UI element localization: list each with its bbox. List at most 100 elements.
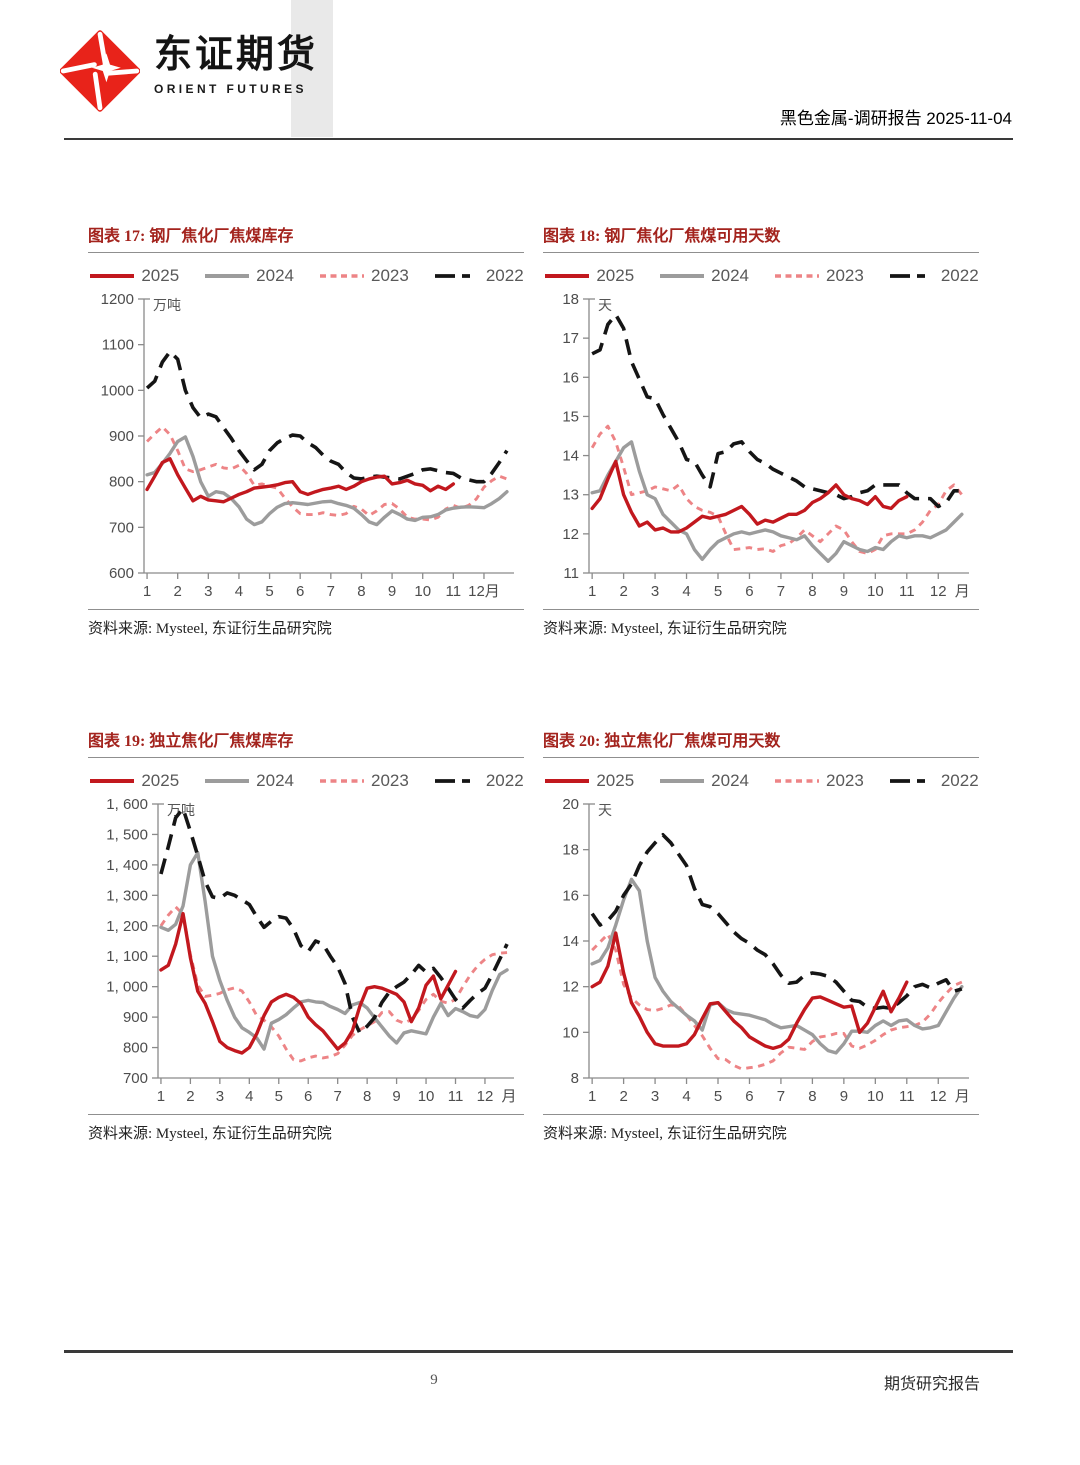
legend-item-2024: 2024 <box>658 771 749 791</box>
legend-item-2023: 2023 <box>773 266 864 286</box>
axis-unit-label: 天 <box>598 804 612 819</box>
y-tick-labels: 11 12 13 14 15 16 17 18 <box>562 291 579 582</box>
chart-title: 图表 20: 独立焦化厂焦煤可用天数 <box>543 727 979 758</box>
chart-canvas: 600 700 800 900 1000 1100 1200 1 2 3 4 5 6 7 8 9 10 11 12月… <box>101 291 514 600</box>
svg-text:11: 11 <box>448 1088 464 1105</box>
svg-text:1000: 1000 <box>101 382 134 399</box>
series-line-2022 <box>145 349 509 484</box>
series-line-2022 <box>590 833 963 1011</box>
svg-text:700: 700 <box>123 1070 148 1087</box>
svg-text:800: 800 <box>123 1040 148 1057</box>
chart-plot: 8 10 12 14 16 18 20 1 2 3 4 5 6 7 8 9 10 11 12 月天 <box>543 794 979 1112</box>
legend-item-2022: 2022 <box>888 266 979 286</box>
svg-text:10: 10 <box>418 1088 435 1105</box>
svg-text:12: 12 <box>562 979 579 996</box>
legend-item-2023: 2023 <box>773 771 864 791</box>
svg-text:6: 6 <box>304 1088 312 1105</box>
svg-text:6: 6 <box>745 583 753 600</box>
svg-text:900: 900 <box>123 1009 148 1026</box>
series-line-2023 <box>159 905 508 1063</box>
x-axis <box>144 572 514 579</box>
legend-label-2025: 2025 <box>141 771 180 790</box>
svg-text:9: 9 <box>840 583 848 600</box>
svg-text:月: 月 <box>501 1088 516 1105</box>
series-line-2023 <box>590 424 963 555</box>
series-line-2024 <box>590 440 964 563</box>
svg-text:9: 9 <box>392 1088 400 1105</box>
legend-item-2024: 2024 <box>203 266 294 286</box>
svg-text:1, 500: 1, 500 <box>106 826 148 843</box>
series-line-2025 <box>590 931 909 1051</box>
axis-unit-label: 万吨 <box>167 803 195 819</box>
y-axis <box>583 803 595 1079</box>
svg-text:3: 3 <box>216 1088 224 1105</box>
legend-swatch-2024 <box>660 274 705 278</box>
svg-text:月: 月 <box>955 1088 970 1105</box>
chart-legend: 2025 2024 2023 2022 <box>88 263 524 289</box>
svg-text:16: 16 <box>562 369 579 386</box>
svg-text:2: 2 <box>186 1088 194 1105</box>
chart-legend: 2025 2024 2023 2022 <box>88 768 524 794</box>
chart-plot: 700 800 900 1, 000 1, 100 1, 200 1, 300 1, 400 1… <box>88 794 524 1112</box>
chart-legend: 2025 2024 2023 2022 <box>543 768 979 794</box>
series-line-2025 <box>159 911 458 1055</box>
legend-label-2024: 2024 <box>711 771 749 790</box>
svg-text:1, 600: 1, 600 <box>106 796 148 813</box>
legend-label-2022: 2022 <box>940 266 979 285</box>
svg-text:12: 12 <box>477 1088 494 1105</box>
svg-text:12月: 12月 <box>468 583 500 600</box>
figure-19: 图表 19: 独立焦化厂焦煤库存 2025 2024 2023 2022 700 800… <box>88 727 524 1143</box>
svg-text:700: 700 <box>109 519 134 536</box>
svg-text:7: 7 <box>327 583 335 600</box>
series-line-2025 <box>590 459 909 534</box>
figure-18: 图表 18: 钢厂焦化厂焦煤可用天数 2025 2024 2023 2022 11 12… <box>543 222 979 638</box>
legend-item-2023: 2023 <box>318 266 409 286</box>
legend-label-2024: 2024 <box>256 266 294 285</box>
x-axis <box>589 572 969 579</box>
chart-title: 图表 19: 独立焦化厂焦煤库存 <box>88 727 524 758</box>
footer-report-label: 期货研究报告 <box>883 1376 980 1393</box>
svg-text:1: 1 <box>143 583 151 600</box>
chart-source: 资料来源: Mysteel, 东证衍生品研究院 <box>543 1114 979 1143</box>
svg-text:600: 600 <box>109 565 134 582</box>
svg-text:1: 1 <box>157 1088 165 1105</box>
logo-text: 东证期货 ORIENT FUTURES <box>154 26 318 96</box>
svg-text:8: 8 <box>363 1088 371 1105</box>
svg-text:5: 5 <box>714 583 722 600</box>
svg-text:3: 3 <box>204 583 212 600</box>
svg-text:5: 5 <box>714 1088 722 1105</box>
svg-text:12: 12 <box>930 1088 947 1105</box>
svg-text:10: 10 <box>867 583 884 600</box>
svg-text:5: 5 <box>275 1088 283 1105</box>
svg-text:7: 7 <box>334 1088 342 1105</box>
svg-text:3: 3 <box>651 1088 659 1105</box>
legend-swatch-2022 <box>889 779 934 783</box>
svg-text:6: 6 <box>745 1088 753 1105</box>
y-axis <box>152 803 164 1079</box>
svg-text:10: 10 <box>562 1024 579 1041</box>
chart-plot: 600 700 800 900 1000 1100 1200 1 2 3 4 5 6 7 8 9 10 11 12月… <box>88 289 524 607</box>
footer-divider <box>64 1350 1013 1353</box>
legend-item-2022: 2022 <box>433 266 524 286</box>
svg-text:3: 3 <box>651 583 659 600</box>
svg-text:1, 100: 1, 100 <box>106 948 148 965</box>
legend-item-2024: 2024 <box>203 771 294 791</box>
header-divider <box>64 138 1013 140</box>
y-tick-labels: 600 700 800 900 1000 1100 1200 <box>101 291 134 582</box>
y-tick-labels: 700 800 900 1, 000 1, 100 1, 200 1, 300 1, 400 1… <box>106 796 148 1087</box>
svg-text:4: 4 <box>682 583 690 600</box>
legend-swatch-2025 <box>545 274 590 278</box>
svg-text:16: 16 <box>562 887 579 904</box>
svg-text:5: 5 <box>265 583 273 600</box>
legend-swatch-2024 <box>660 779 705 783</box>
svg-text:17: 17 <box>562 330 579 347</box>
orient-futures-logo: 东证期货 ORIENT FUTURES <box>60 26 318 116</box>
svg-text:18: 18 <box>562 842 579 859</box>
svg-text:1, 000: 1, 000 <box>106 979 148 996</box>
legend-label-2023: 2023 <box>826 266 864 285</box>
